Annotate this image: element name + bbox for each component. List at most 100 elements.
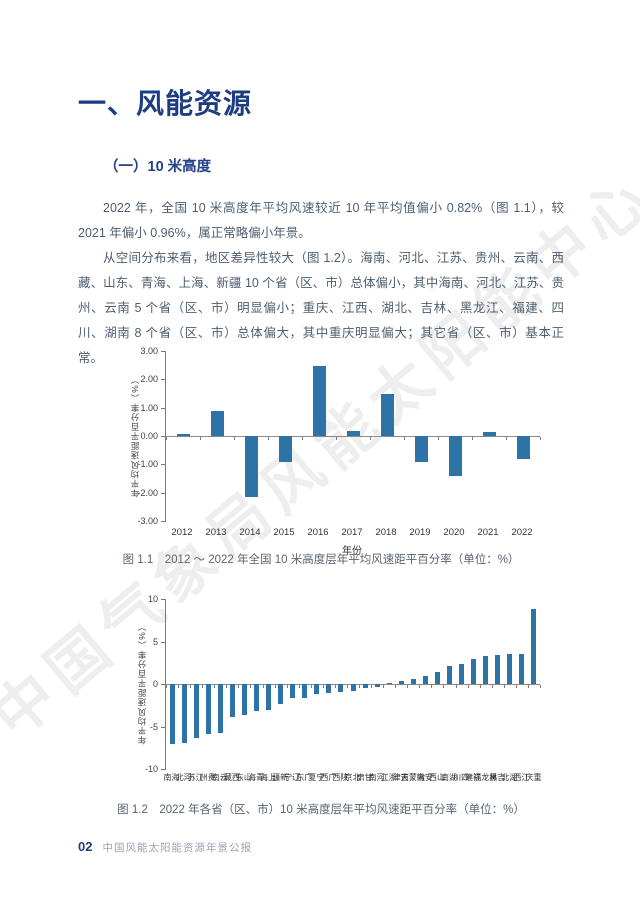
bar-内蒙古	[410, 678, 416, 684]
x-category-label: 广西	[319, 773, 337, 781]
y-tick-label: -10	[144, 764, 158, 774]
x-tick-mark	[506, 437, 507, 440]
body-paragraph-2: 从空间分布来看，地区差异性较大（图 1.2）。海南、河北、江苏、贵州、云南、西藏…	[78, 251, 564, 365]
x-tick-mark	[286, 685, 288, 688]
x-tick-mark	[234, 437, 235, 440]
x-category-label: 内蒙古	[400, 773, 426, 781]
x-tick-mark	[238, 685, 240, 688]
x-tick-mark	[190, 685, 192, 688]
x-tick-mark	[214, 685, 216, 688]
bar-2021	[482, 431, 496, 436]
x-tick-mark	[262, 685, 264, 688]
bar-山西	[434, 672, 440, 684]
y-tick-mark	[161, 769, 166, 770]
x-tick-mark	[302, 437, 303, 440]
body-paragraph-1: 2022 年，全国 10 米高度年平均风速较近 10 年平均值偏小 0.82%（…	[78, 201, 564, 240]
y-tick-mark	[161, 599, 166, 600]
x-tick-mark	[250, 685, 252, 688]
x-category-label: 天津	[392, 773, 410, 781]
x-tick-mark	[383, 685, 385, 688]
x-category-label: 2019	[409, 527, 431, 538]
x-tick-mark	[226, 685, 228, 688]
bar-重庆	[531, 609, 537, 684]
bar-河南	[374, 684, 380, 687]
x-category-label: 宁夏	[307, 773, 325, 781]
bar-云南	[217, 684, 223, 734]
x-tick-mark	[371, 685, 373, 688]
x-tick-mark	[540, 437, 541, 440]
y-tick-mark	[161, 436, 166, 437]
x-category-label: 2012	[171, 527, 193, 538]
y-axis: 10 5 0 -5 -10	[120, 594, 165, 774]
x-category-label: 福建	[464, 773, 482, 781]
x-category-label: 广东	[295, 773, 313, 781]
y-tick-mark	[161, 379, 166, 381]
bar-2014	[244, 436, 258, 497]
y-tick-label: 1.00	[140, 402, 158, 413]
y-tick-mark	[161, 684, 166, 685]
x-category-label: 上海	[259, 773, 277, 781]
bar-宁夏	[314, 684, 320, 695]
x-category-label: 贵州	[199, 773, 217, 781]
x-category-label: 北京	[344, 773, 361, 781]
bar-甘肃	[362, 684, 368, 689]
page-number: 02	[78, 839, 93, 854]
x-category-label: 甘肃	[356, 773, 374, 781]
x-tick-mark	[467, 685, 469, 688]
x-tick-mark	[479, 685, 481, 688]
bar-2015	[278, 436, 292, 463]
x-tick-mark	[310, 685, 312, 688]
x-category-label: 湖南	[440, 773, 458, 781]
x-category-label: 云南	[211, 773, 229, 781]
y-tick-label: 5	[152, 636, 158, 647]
x-tick-mark	[395, 685, 397, 688]
y-tick-label: -1.00	[137, 459, 158, 470]
x-tick-mark	[443, 685, 445, 688]
x-tick-mark	[540, 685, 541, 688]
bar-陕西	[338, 684, 344, 692]
bar-福建	[471, 659, 477, 684]
y-tick-label: -2.00	[137, 487, 158, 498]
bar-2022	[516, 436, 530, 460]
x-tick-mark	[346, 685, 348, 688]
x-tick-mark	[404, 437, 405, 440]
x-category-label: 2016	[307, 527, 329, 538]
bar-2019	[414, 436, 428, 463]
x-tick-mark	[419, 685, 421, 688]
x-category-label: 2017	[341, 527, 363, 538]
bar-广西	[326, 684, 332, 693]
x-tick-mark	[322, 685, 324, 688]
x-tick-mark	[274, 685, 276, 688]
x-tick-mark	[503, 685, 505, 688]
bar-新疆	[278, 684, 284, 705]
section-title: 一、风能资源	[78, 89, 253, 120]
x-tick-mark	[431, 685, 433, 688]
x-category-label: 2020	[443, 527, 465, 538]
x-category-label: 江苏	[187, 773, 205, 781]
bar-2013	[210, 411, 224, 436]
bar-浙江	[386, 683, 392, 685]
x-tick-mark	[200, 437, 201, 440]
x-category-label: 山东	[235, 773, 253, 781]
footer-report-title: 中国风能太阳能资源年景公报	[102, 842, 252, 854]
bar-吉林	[495, 655, 501, 684]
bar-江西	[519, 654, 525, 684]
x-category-label: 2022	[511, 527, 533, 538]
y-tick-mark	[161, 351, 166, 352]
x-category-label: 河南	[368, 773, 386, 781]
y-tick-label: 0.00	[140, 431, 158, 441]
x-tick-mark	[202, 685, 204, 688]
y-tick-mark	[161, 492, 166, 494]
x-tick-mark	[268, 437, 269, 440]
x-tick-mark	[491, 685, 493, 688]
x-category-label: 2014	[239, 527, 261, 538]
bar-青海	[253, 684, 259, 712]
bar-2016	[312, 366, 326, 436]
x-tick-mark	[438, 437, 439, 440]
bar-2012	[176, 434, 190, 436]
x-tick-mark	[166, 685, 167, 688]
x-category-label: 青海	[247, 773, 265, 781]
x-tick-mark	[472, 437, 473, 440]
y-tick-mark	[161, 641, 166, 643]
bar-2020	[448, 436, 462, 476]
